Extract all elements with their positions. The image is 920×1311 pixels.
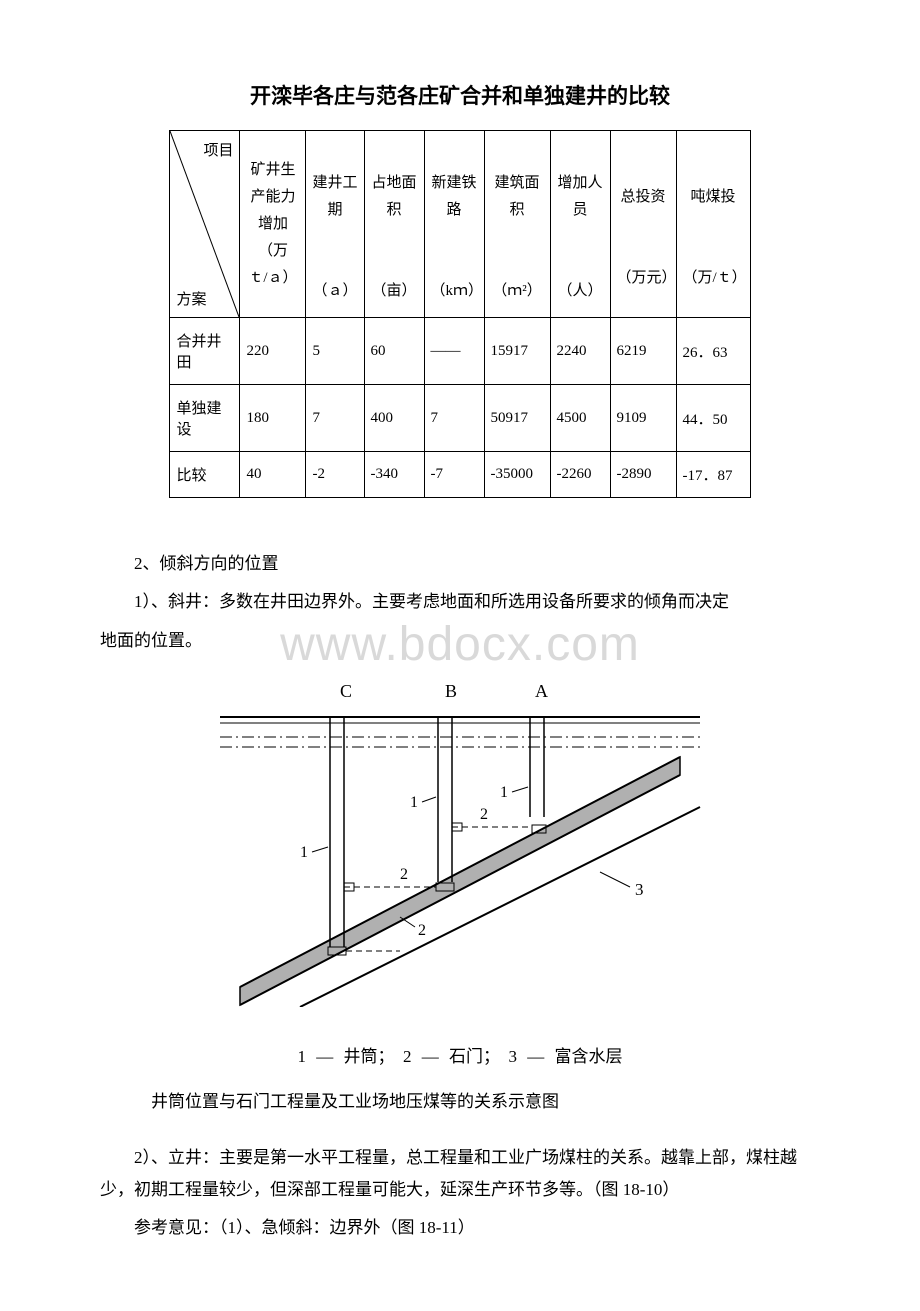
cell: -340 (364, 452, 424, 498)
col-h: 占地面积 (371, 175, 416, 218)
col-h: ｔ/ａ） (248, 270, 297, 286)
table-row: 单独建设 180 7 400 7 50917 4500 9109 44．50 (170, 385, 750, 452)
cell: 180 (240, 385, 306, 452)
shaft-diagram: C B A 3 1 1 2 (200, 667, 720, 1007)
cell: 50917 (484, 385, 550, 452)
label-1c: 1 (300, 844, 308, 861)
label-2c: 2 (418, 922, 426, 939)
paragraph: 2）、立井：主要是第一水平工程量，总工程量和工业广场煤柱的关系。越靠上部，煤柱越… (100, 1142, 820, 1207)
col-header: 增加人员 （人） (550, 131, 610, 318)
label-B: B (445, 681, 457, 701)
col-header: 矿井生 产能力 增加 （万 ｔ/ａ） (240, 131, 306, 318)
diagram-legend: 1 — 井筒； 2 — 石门； 3 — 富含水层 (100, 1042, 820, 1067)
col-h: （kｍ） (431, 283, 484, 299)
cell: -2 (306, 452, 364, 498)
row-label: 比较 (170, 452, 240, 498)
cell: 2240 (550, 318, 610, 385)
col-header: 占地面积 （亩） (364, 131, 424, 318)
label-1b: 1 (410, 794, 418, 811)
cell: -7 (424, 452, 484, 498)
cell: 60 (364, 318, 424, 385)
cell: —— (424, 318, 484, 385)
col-h: （亩） (371, 283, 416, 299)
label-C: C (340, 681, 352, 701)
col-h: 新建铁路 (431, 175, 476, 218)
diagram-container: www.bdocx.com C B A 3 1 (100, 667, 820, 1012)
cell: 220 (240, 318, 306, 385)
col-h: （ｍ²） (492, 283, 542, 299)
watermark-text: www.bdocx.com (280, 617, 640, 672)
cell: 7 (306, 385, 364, 452)
col-h: 增加人员 (557, 175, 602, 218)
cell: 4500 (550, 385, 610, 452)
diagram-caption: 井筒位置与石门工程量及工业场地压煤等的关系示意图 (100, 1087, 820, 1112)
paragraph: 1）、斜井：多数在井田边界外。主要考虑地面和所选用设备所要求的倾角而决定 (100, 586, 820, 618)
cell: 40 (240, 452, 306, 498)
col-h: 矿井生 (250, 162, 295, 178)
col-header: 总投资 （万元） (610, 131, 676, 318)
col-header: 建井工期 （ａ） (306, 131, 364, 318)
diag-label-top: 项目 (203, 139, 233, 160)
col-header: 吨煤投 （万/ｔ） (676, 131, 750, 318)
cell: -2260 (550, 452, 610, 498)
cell: 5 (306, 318, 364, 385)
col-h: 增加 (258, 216, 288, 232)
label-2b: 2 (400, 866, 408, 883)
col-h: （人） (557, 283, 602, 299)
table-row: 比较 40 -2 -340 -7 -35000 -2260 -2890 -17．… (170, 452, 750, 498)
cell: 44．50 (676, 385, 750, 452)
row-label: 单独建设 (170, 385, 240, 452)
page-title: 开滦毕各庄与范各庄矿合并和单独建井的比较 (100, 80, 820, 110)
col-h: （万/ｔ） (683, 270, 747, 286)
table-header-row: 项目 方案 矿井生 产能力 增加 （万 ｔ/ａ） 建井工期 （ａ） 占地面积 （… (170, 131, 750, 318)
diag-label-bottom: 方案 (176, 288, 206, 309)
col-h: 建井工期 (312, 175, 357, 218)
paragraph: 参考意见：（1）、急倾斜：边界外（图 18-11） (100, 1212, 820, 1244)
col-h: 总投资 (620, 189, 665, 205)
table-row: 合并井田 220 5 60 —— 15917 2240 6219 26．63 (170, 318, 750, 385)
label-A: A (535, 681, 548, 701)
col-h: （万元） (617, 270, 677, 286)
col-h: （ａ） (312, 283, 357, 299)
cell: -35000 (484, 452, 550, 498)
section-heading: 2、倾斜方向的位置 (100, 548, 820, 580)
col-h: 建筑面积 (494, 175, 539, 218)
cell: 400 (364, 385, 424, 452)
label-2a: 2 (480, 806, 488, 823)
col-header: 建筑面积 （ｍ²） (484, 131, 550, 318)
col-header: 新建铁路 （kｍ） (424, 131, 484, 318)
label-1a: 1 (500, 784, 508, 801)
row-label: 合并井田 (170, 318, 240, 385)
cell: 7 (424, 385, 484, 452)
cell: 15917 (484, 318, 550, 385)
cell: 9109 (610, 385, 676, 452)
cell: -17．87 (676, 452, 750, 498)
diagonal-header: 项目 方案 (170, 131, 240, 318)
cell: -2890 (610, 452, 676, 498)
cell: 26．63 (676, 318, 750, 385)
comparison-table: 项目 方案 矿井生 产能力 增加 （万 ｔ/ａ） 建井工期 （ａ） 占地面积 （… (169, 130, 750, 498)
col-h: （万 (258, 243, 288, 259)
label-3: 3 (635, 880, 644, 899)
col-h: 产能力 (250, 189, 295, 205)
cell: 6219 (610, 318, 676, 385)
col-h: 吨煤投 (690, 189, 735, 205)
